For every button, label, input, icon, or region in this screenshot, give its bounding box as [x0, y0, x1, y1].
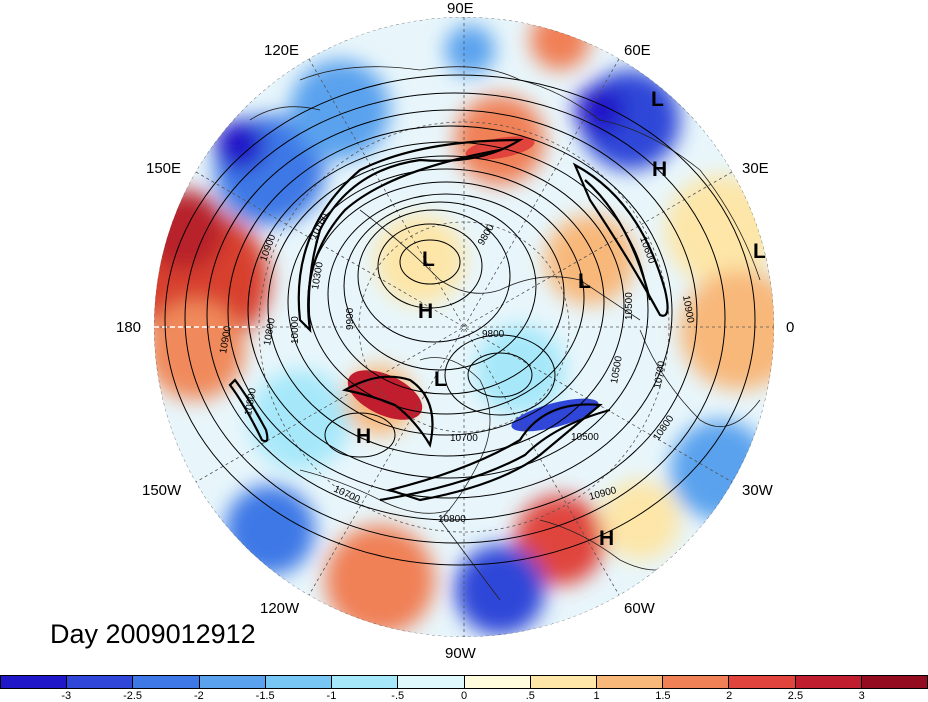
pressure-system-l1: L — [651, 88, 664, 111]
contour-label: 10700 — [652, 360, 668, 390]
lon-label-0: 0 — [786, 319, 795, 336]
colorbar-tick-label: 3 — [858, 690, 865, 702]
contour-label: 10800 — [243, 387, 259, 417]
colorbar-segment — [530, 676, 597, 688]
colorbar-tick-label: 0 — [460, 690, 468, 702]
pressure-system-h2: H — [418, 300, 433, 323]
colorbar-segment — [663, 676, 730, 688]
colorbar-tick-label: -2 — [193, 690, 204, 702]
contour-label: 10500 — [609, 355, 625, 385]
contour-label: 10700 — [450, 433, 478, 444]
lon-label-90w: 90W — [445, 645, 476, 662]
pressure-system-l2: L — [753, 240, 766, 263]
contour-label: 10500 — [624, 292, 635, 320]
lon-label-60e: 60E — [624, 42, 651, 59]
pressure-system-l3: L — [422, 248, 435, 271]
lon-label-120e: 120E — [264, 42, 300, 59]
pressure-system-h4: H — [599, 527, 614, 550]
colorbar-tick-label: 1.5 — [655, 690, 671, 702]
pressure-system-l5: L — [434, 368, 447, 391]
lon-label-120w: 120W — [260, 600, 300, 617]
colorbar-segment — [596, 676, 664, 688]
contour-label: 10800 — [262, 317, 278, 347]
colorbar-segment — [729, 676, 796, 688]
height-contours — [164, 74, 756, 566]
colorbar-segment — [332, 676, 399, 688]
lon-label-30w: 30W — [742, 482, 773, 499]
colorbar — [0, 675, 928, 689]
colorbar-tick-label: -.5 — [391, 690, 405, 702]
lon-label-90e: 90E — [447, 0, 474, 17]
pressure-system-h1: H — [652, 158, 667, 181]
jet-contours — [228, 138, 669, 502]
lon-label-150w: 150W — [142, 482, 182, 499]
pressure-system-h3: H — [356, 425, 371, 448]
contour-label: 10500 — [571, 432, 599, 443]
lon-label-60w: 60W — [624, 600, 655, 617]
colorbar-tick-label: -1 — [326, 690, 337, 702]
colorbar-segment — [265, 676, 333, 688]
colorbar-tick-label: .5 — [525, 690, 535, 702]
pressure-systems: L H L L H L L H H — [356, 88, 766, 550]
colorbar-segment — [199, 676, 266, 688]
colorbar-segment — [1, 676, 68, 688]
colorbar-tick-label: -2.5 — [123, 690, 143, 702]
colorbar-segment — [861, 676, 928, 688]
contour-label: 10900 — [680, 295, 696, 325]
contour-label: 10300 — [310, 261, 326, 291]
colorbar-tick-label: -3 — [61, 690, 72, 702]
colorbar-tick-label: -1.5 — [255, 690, 275, 702]
lon-label-30e: 30E — [742, 160, 769, 177]
contour-label: 10000 — [290, 316, 301, 344]
colorbar-segment — [464, 676, 531, 688]
contour-label: 9800 — [482, 329, 505, 340]
lon-label-180: 180 — [116, 319, 142, 336]
contour-label: 9900 — [345, 307, 356, 330]
colorbar-segment — [133, 676, 200, 688]
contour-label: 10900 — [218, 325, 234, 355]
colorbar-tick-label: 1 — [593, 690, 600, 702]
colorbar-segment — [67, 676, 134, 688]
colorbar-segment — [795, 676, 862, 688]
day-label: Day 2009012912 — [50, 619, 256, 649]
colorbar-tick-label: 2 — [726, 690, 733, 702]
colorbar-tick-label: 2.5 — [787, 690, 804, 702]
colorbar-segment — [398, 676, 465, 688]
pressure-system-l4: L — [578, 270, 591, 293]
lon-label-150e: 150E — [146, 160, 182, 177]
contour-label: 10800 — [438, 514, 466, 525]
